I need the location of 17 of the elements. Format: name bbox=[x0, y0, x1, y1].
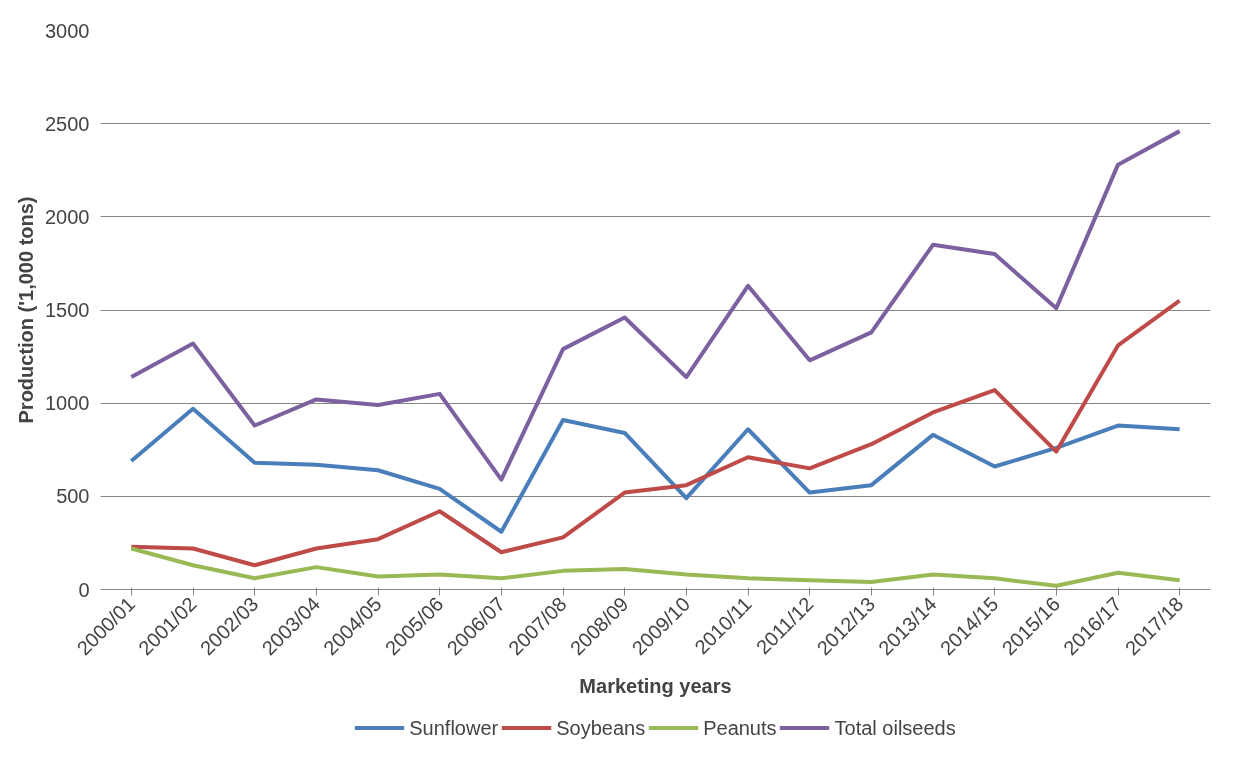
y-axis-title: Production ('1,000 tons) bbox=[15, 196, 38, 424]
y-tick-label: 1000 bbox=[45, 392, 90, 415]
line-series bbox=[129, 129, 1182, 482]
legend-label: Soybeans bbox=[556, 716, 646, 739]
y-tick-label: 0 bbox=[78, 578, 90, 601]
y-tick-label: 2000 bbox=[45, 205, 90, 228]
line-series bbox=[129, 298, 1182, 568]
legend-label: Total oilseeds bbox=[834, 716, 956, 739]
legend-label: Peanuts bbox=[703, 716, 777, 739]
y-tick-label: 2500 bbox=[45, 112, 90, 135]
line-series bbox=[129, 546, 1182, 588]
y-tick-label: 3000 bbox=[45, 19, 90, 42]
y-tick-label: 1500 bbox=[45, 299, 90, 321]
line-series bbox=[129, 406, 1182, 534]
legend-label: Sunflower bbox=[409, 716, 499, 739]
x-axis-title: Marketing years bbox=[579, 675, 732, 698]
y-tick-label: 500 bbox=[56, 485, 90, 508]
